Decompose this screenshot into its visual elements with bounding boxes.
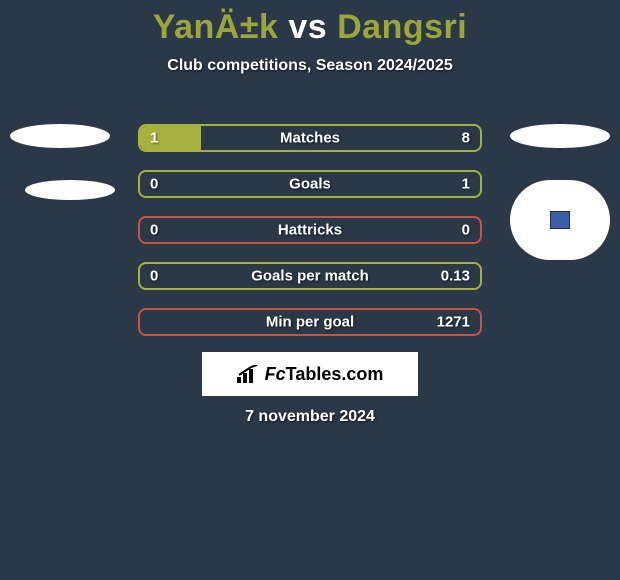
stats-container: 1 Matches 8 0 Goals 1 0 Hattricks 0 0 Go… xyxy=(138,124,482,354)
stat-row: 1 Matches 8 xyxy=(138,124,482,152)
player2-avatar-shape-1 xyxy=(510,124,610,148)
logo-text-prefix: Fc xyxy=(265,364,286,384)
subtitle: Club competitions, Season 2024/2025 xyxy=(0,57,620,75)
player1-avatar-shape-1 xyxy=(10,124,110,148)
stat-left-value: 0 xyxy=(150,222,158,239)
stat-right-value: 1271 xyxy=(437,314,470,331)
stat-row: 0 Goals per match 0.13 xyxy=(138,262,482,290)
stat-label: Goals per match xyxy=(251,268,369,285)
fctables-logo: FcTables.com xyxy=(202,352,418,396)
stat-right-value: 1 xyxy=(462,176,470,193)
player2-name: Dangsri xyxy=(337,8,467,46)
stat-left-value: 0 xyxy=(150,176,158,193)
chart-icon xyxy=(237,365,259,383)
stat-right-value: 0.13 xyxy=(441,268,470,285)
stat-row: 0 Goals 1 xyxy=(138,170,482,198)
stat-left-value: 0 xyxy=(150,268,158,285)
logo-text-rest: Tables.com xyxy=(286,364,384,384)
stat-right-value: 0 xyxy=(462,222,470,239)
stat-left-value: 1 xyxy=(150,130,158,147)
player1-avatar-shape-2 xyxy=(25,180,115,200)
player1-name: YanÄ±k xyxy=(153,8,279,46)
stat-label: Hattricks xyxy=(278,222,342,239)
stat-label: Min per goal xyxy=(266,314,354,331)
player2-avatar-shape-2 xyxy=(510,180,610,260)
logo-text: FcTables.com xyxy=(265,364,384,385)
stat-right-value: 8 xyxy=(462,130,470,147)
player2-badge-icon xyxy=(550,211,570,229)
stat-row: 0 Hattricks 0 xyxy=(138,216,482,244)
stat-label: Matches xyxy=(280,130,340,147)
stat-row: Min per goal 1271 xyxy=(138,308,482,336)
page-title: YanÄ±k vs Dangsri xyxy=(0,0,620,47)
stat-label: Goals xyxy=(289,176,331,193)
vs-text: vs xyxy=(278,8,337,46)
date-text: 7 november 2024 xyxy=(245,408,375,426)
